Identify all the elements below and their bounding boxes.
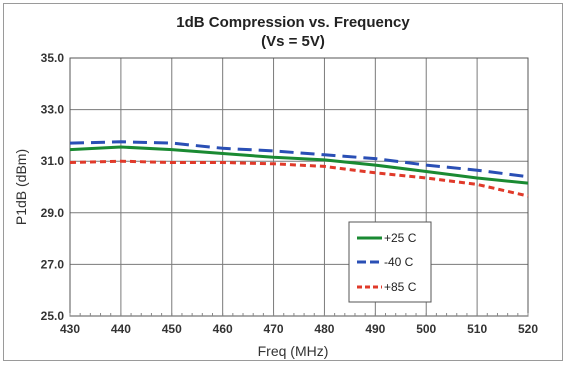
y-tick-label-0: 25.0 [41,309,65,323]
y-tick-labels: 25.0 27.0 29.0 31.0 33.0 35.0 [41,51,65,323]
x-tick-label-9: 520 [518,322,538,336]
x-tick-label-7: 500 [416,322,436,336]
series-lines [69,140,529,198]
y-tick-label-2: 29.0 [41,206,65,220]
chart-subtitle: (Vs = 5V) [261,33,325,50]
legend-label-series-0: +25 C [384,231,417,245]
grid-lines [69,57,529,317]
minor-ticks [69,313,529,316]
legend-box [348,221,432,303]
x-tick-label-1: 440 [111,322,131,336]
series-line-1 [69,140,529,179]
y-tick-label-3: 31.0 [41,154,65,168]
legend: +25 C -40 C +85 C [348,221,432,303]
plot-area [69,57,529,317]
y-tick-label-5: 35.0 [41,51,65,65]
x-tick-label-5: 480 [314,322,334,336]
y-tick-label-4: 33.0 [41,103,65,117]
legend-label-series-2: +85 C [384,280,417,294]
x-tick-label-0: 430 [60,322,80,336]
chart-title: 1dB Compression vs. Frequency [176,14,410,31]
x-tick-label-6: 490 [365,322,385,336]
x-tick-labels: 430 440 450 460 470 480 490 500 510 520 [60,322,538,336]
x-tick-label-3: 460 [213,322,233,336]
legend-label-series-1: -40 C [384,255,414,269]
x-tick-label-4: 470 [264,322,284,336]
series-line-0 [69,145,529,185]
x-axis-label: Freq (MHz) [258,343,329,359]
y-axis-label: P1dB (dBm) [13,149,29,225]
x-tick-label-2: 450 [162,322,182,336]
x-tick-label-8: 510 [467,322,487,336]
y-tick-label-1: 27.0 [41,257,65,271]
series-line-2 [69,159,529,198]
